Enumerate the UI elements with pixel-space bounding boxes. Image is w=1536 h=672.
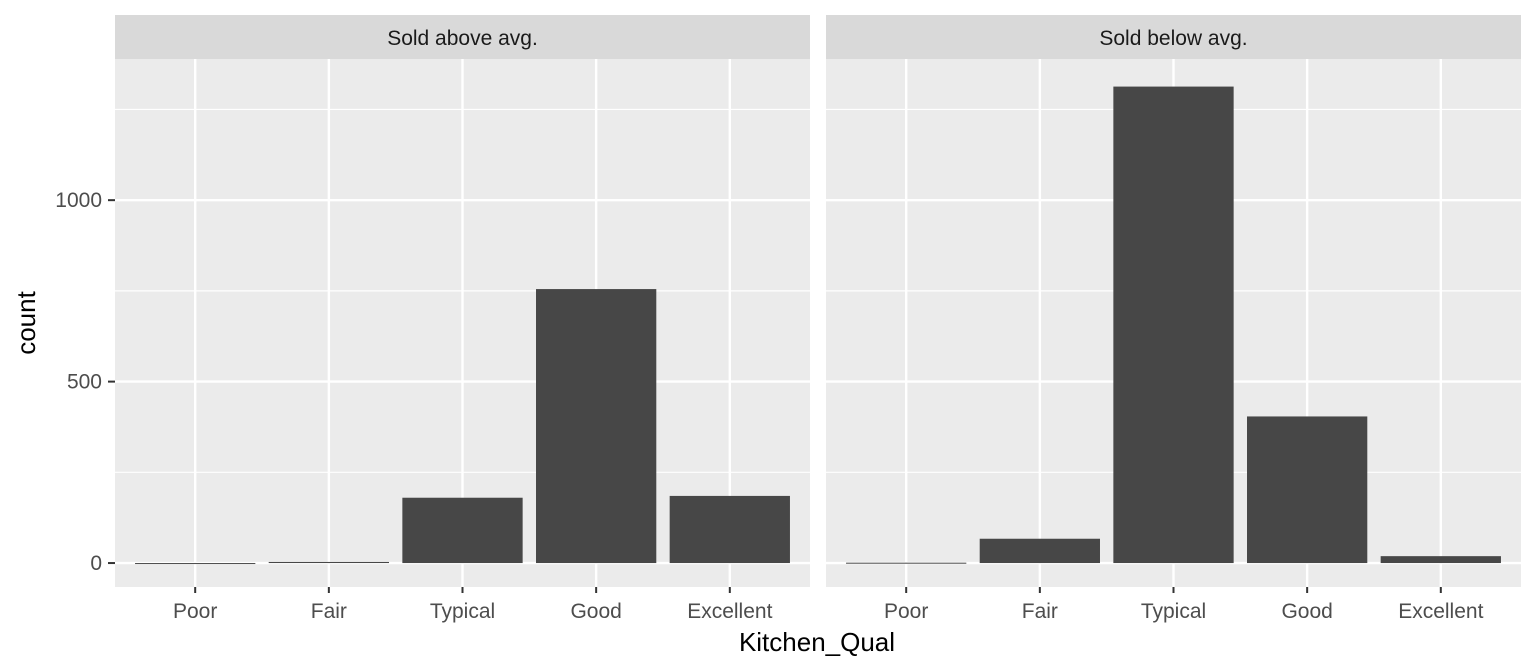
facet-panel-2: Sold below avg. Poor Fair Typical Good Excell…: [826, 15, 1521, 623]
bar-good: [1247, 416, 1368, 564]
y-tick-label: 500: [67, 371, 102, 394]
bar-fair: [979, 538, 1100, 564]
bar-typical: [1113, 86, 1234, 564]
x-tick-label: Typical: [430, 600, 495, 623]
facet-strip: [826, 15, 1521, 59]
bar-excellent: [669, 495, 790, 564]
y-axis: 0 500 1000: [55, 189, 115, 575]
y-axis-title: count: [11, 290, 41, 354]
x-tick-label: Good: [1281, 600, 1332, 623]
x-axis-title: Kitchen_Qual: [739, 627, 895, 657]
facet-panel-1: Sold above avg. Poor Fair Typical Good Excell…: [115, 15, 810, 623]
facet-strip-label: Sold above avg.: [387, 27, 538, 50]
facet-strip-label: Sold below avg.: [1099, 27, 1247, 50]
y-tick-label: 0: [90, 552, 102, 575]
x-tick-label: Excellent: [687, 600, 772, 623]
y-tick-label: 1000: [55, 189, 102, 212]
x-tick-label: Poor: [173, 600, 217, 623]
bar-typical: [402, 497, 523, 564]
x-tick-label: Fair: [1022, 600, 1058, 623]
bar-good: [536, 289, 657, 564]
bar-fair: [268, 561, 389, 564]
bar-excellent: [1380, 556, 1501, 564]
facet-panels: Sold above avg. Poor Fair Typical Good Excell…: [115, 15, 1521, 623]
x-tick-label: Poor: [884, 600, 928, 623]
x-tick-label: Good: [570, 600, 621, 623]
x-tick-label: Excellent: [1398, 600, 1483, 623]
x-tick-label: Fair: [311, 600, 347, 623]
bar-poor: [135, 563, 256, 565]
bar-poor: [846, 562, 967, 564]
facet-strip: [115, 15, 810, 59]
x-tick-label: Typical: [1141, 600, 1206, 623]
